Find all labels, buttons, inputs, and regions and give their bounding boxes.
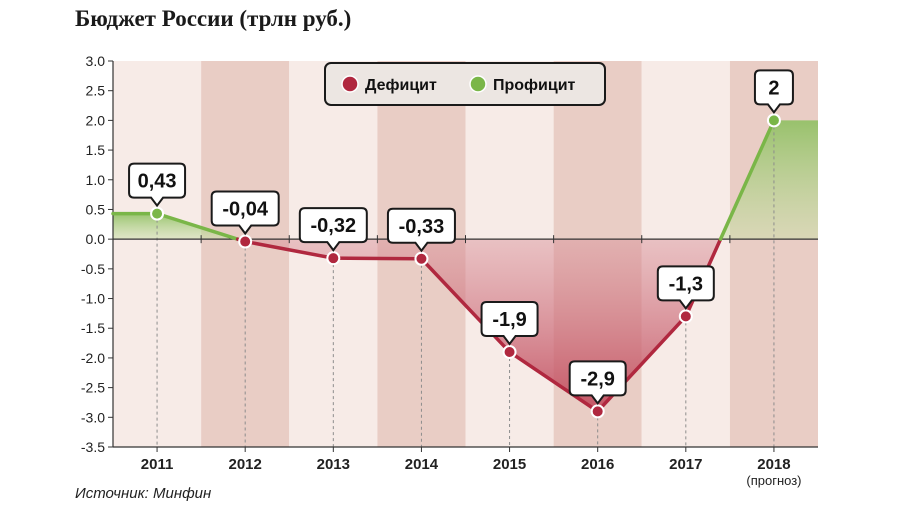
y-tick-label: -2.5 [81, 380, 105, 396]
data-label-box-2014 [386, 207, 456, 253]
legend-label-1: Профицит [493, 77, 576, 94]
data-point-2016 [590, 404, 605, 419]
legend-label-0: Дефицит [365, 77, 437, 94]
data-label-box-2012 [210, 190, 280, 236]
x-tick-label: 2016 [581, 456, 614, 473]
surplus-area-left [113, 213, 238, 240]
y-tick-label: -2.0 [81, 350, 105, 366]
y-tick-label: 2.5 [86, 83, 106, 99]
data-label-2014: -0,33 [399, 216, 445, 238]
data-label-2012: -0,04 [222, 199, 268, 221]
surplus-line-segment [718, 118, 776, 241]
x-tick-label: 2018 [757, 456, 790, 473]
data-point-2017 [678, 309, 693, 324]
y-tick-label: 3.0 [86, 53, 106, 69]
surplus-line-segment [155, 211, 240, 241]
y-tick-label: 0.5 [86, 201, 106, 217]
axes: 3.0 2.5 2.0 1.5 1.0 0.5 0.0 -0.5 -1.0 -1.5 -2.0 -2.… [81, 53, 818, 488]
data-point-2018 [766, 113, 781, 128]
x-tick-sublabel: (прогноз) [746, 473, 801, 488]
x-tick-label: 2015 [493, 456, 526, 473]
data-label-box-2015 [480, 300, 539, 346]
data-label-2011: 0,43 [138, 171, 177, 193]
deficit-line-segment [243, 239, 336, 260]
x-tick-label: 2014 [405, 456, 439, 473]
x-tick-label: 2013 [317, 456, 350, 473]
y-tick-label: 1.5 [86, 142, 106, 158]
y-tick-label: -1.5 [81, 320, 105, 336]
data-label-2015: -1,9 [492, 309, 526, 331]
legend-marker-0 [341, 75, 359, 93]
legend: Дефицит Профицит [324, 62, 606, 106]
data-label-2013: -0,32 [311, 215, 357, 237]
guide-lines [156, 120, 775, 447]
y-tick-label: 0.0 [86, 231, 106, 247]
y-tick-label: -1.0 [81, 291, 105, 307]
y-tick-label: 1.0 [86, 172, 106, 188]
y-tick-label: 2.0 [86, 112, 106, 128]
data-point-2015 [502, 344, 517, 359]
deficit-line-segment [507, 350, 600, 414]
chart-title: Бюджет России (трлн руб.) [75, 6, 352, 31]
x-tick-label: 2017 [669, 456, 702, 473]
deficit-line-segment [331, 256, 424, 261]
data-label-2018: 2 [768, 77, 779, 99]
data-label-2016: -2,9 [580, 368, 614, 390]
y-tick-label: -3.5 [81, 439, 105, 455]
data-label-box-2011 [128, 162, 187, 208]
legend-marker-1 [469, 75, 487, 93]
y-tick-label: -3.0 [81, 409, 105, 425]
legend-box [324, 62, 606, 106]
data-label-box-2013 [298, 207, 368, 252]
x-tick-label: 2011 [141, 456, 174, 473]
data-point-2013 [326, 251, 341, 266]
data-points [150, 113, 781, 419]
source-note: Источник: Минфин [75, 485, 212, 502]
data-point-2014 [414, 251, 429, 266]
data-label-box-2017 [656, 265, 715, 311]
y-tick-label: -0.5 [81, 261, 105, 277]
x-tick-label: 2012 [229, 456, 262, 473]
data-point-2012 [238, 234, 253, 249]
data-point-2011 [150, 206, 165, 221]
data-label-box-2016 [568, 360, 627, 406]
data-label-box-2018 [753, 69, 794, 115]
data-label-2017: -1,3 [669, 273, 703, 295]
surplus-area-right [720, 120, 818, 240]
data-labels: 0,43 -0,04 -0,32 -0,33 -1,9 -2,9 -1,3 2 [128, 69, 794, 406]
